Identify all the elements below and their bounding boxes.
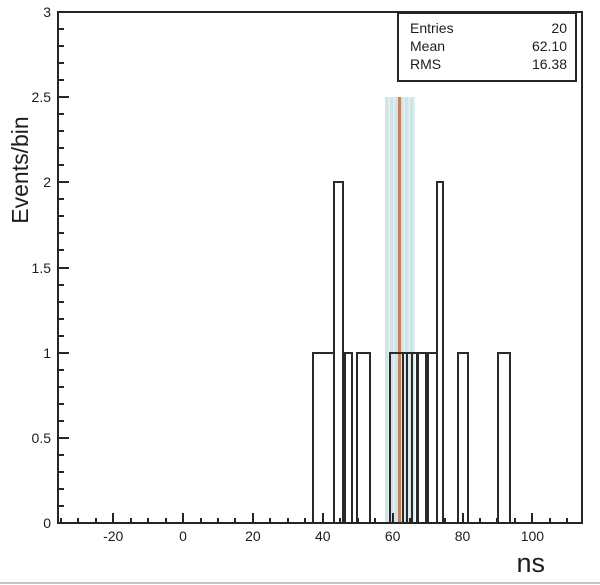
mean-line	[398, 97, 402, 523]
y-minor-tick	[58, 419, 64, 422]
x-minor-tick	[129, 518, 132, 523]
x-axis-title: ns	[516, 548, 545, 578]
y-minor-tick	[58, 198, 64, 201]
x-major-tick	[321, 513, 324, 523]
y-major-tick	[58, 351, 69, 354]
plot-frame	[57, 11, 583, 524]
y-minor-tick	[58, 232, 64, 235]
y-minor-tick	[58, 504, 64, 507]
x-major-tick	[531, 513, 534, 523]
histogram-bar	[333, 181, 345, 523]
y-tick-label: 3	[43, 4, 51, 20]
y-minor-tick	[58, 28, 64, 31]
y-minor-tick	[58, 470, 64, 473]
y-minor-tick	[58, 402, 64, 405]
x-minor-tick	[59, 518, 62, 523]
y-tick-label: 1	[43, 344, 51, 361]
x-minor-tick	[286, 518, 289, 523]
x-tick-label: 100	[520, 528, 545, 544]
x-tick-label: 80	[454, 528, 471, 544]
x-minor-tick	[269, 518, 272, 523]
y-major-tick	[58, 96, 69, 99]
y-minor-tick	[58, 249, 64, 252]
stat-label: Entries	[410, 20, 454, 36]
stat-value: 16.38	[531, 56, 567, 72]
x-minor-tick	[374, 518, 377, 523]
y-major-tick	[58, 436, 69, 439]
y-tick-label: 2.5	[31, 89, 51, 106]
x-tick-label: 40	[314, 528, 331, 544]
x-minor-tick	[77, 518, 80, 523]
x-minor-tick	[339, 518, 342, 523]
stats-box: Entries 20 Mean 62.10 RMS 16.38	[397, 12, 577, 82]
y-major-tick	[58, 181, 69, 184]
y-minor-tick	[58, 215, 64, 218]
y-minor-tick	[58, 79, 64, 82]
y-minor-tick	[58, 147, 64, 150]
x-minor-tick	[356, 518, 359, 523]
stat-label: Mean	[410, 38, 446, 54]
stat-label: RMS	[410, 56, 442, 72]
y-tick-label: 0	[43, 515, 51, 531]
y-tick-label: 2	[43, 174, 51, 191]
y-minor-tick	[58, 283, 64, 286]
x-minor-tick	[216, 518, 219, 523]
stats-row: Mean 62.10	[399, 37, 575, 55]
y-minor-tick	[58, 317, 64, 320]
x-major-tick	[461, 513, 464, 523]
y-major-tick	[58, 266, 69, 269]
y-tick-label: 1.5	[31, 259, 51, 276]
x-major-tick	[182, 513, 185, 523]
stats-row: Entries 20	[399, 19, 575, 37]
x-major-tick	[112, 513, 115, 523]
histogram-bar	[435, 181, 445, 523]
x-minor-tick	[478, 518, 481, 523]
x-tick-label: 0	[179, 528, 187, 544]
y-minor-tick	[58, 62, 64, 65]
histogram-bar	[355, 351, 371, 523]
histogram-bar	[456, 351, 470, 523]
stats-row: RMS 16.38	[399, 55, 575, 73]
y-minor-tick	[58, 487, 64, 490]
x-minor-tick	[164, 518, 167, 523]
stat-value: 20	[551, 20, 567, 36]
y-minor-tick	[58, 164, 64, 167]
x-minor-tick	[199, 518, 202, 523]
y-axis-title: Events/bin	[7, 116, 33, 224]
x-minor-tick	[94, 518, 97, 523]
x-minor-tick	[548, 518, 551, 523]
x-major-tick	[391, 513, 394, 523]
x-minor-tick	[234, 518, 237, 523]
y-tick-label: 0.5	[31, 429, 51, 446]
x-tick-label: -20	[103, 528, 124, 544]
y-minor-tick	[58, 385, 64, 388]
x-minor-tick	[409, 518, 412, 523]
histogram-bar	[497, 351, 512, 523]
histogram-bar	[410, 351, 419, 523]
x-minor-tick	[513, 518, 516, 523]
y-minor-tick	[58, 113, 64, 116]
stat-value: 62.10	[531, 38, 567, 54]
y-minor-tick	[58, 130, 64, 133]
x-minor-tick	[147, 518, 150, 523]
y-minor-tick	[58, 300, 64, 303]
histogram-bar	[417, 351, 428, 523]
y-minor-tick	[58, 368, 64, 371]
image-bottom-edge	[0, 582, 600, 584]
x-minor-tick	[444, 518, 447, 523]
x-minor-tick	[304, 518, 307, 523]
x-major-tick	[251, 513, 254, 523]
y-minor-tick	[58, 453, 64, 456]
histogram-bar	[343, 351, 354, 523]
x-tick-label: 20	[245, 528, 261, 544]
y-minor-tick	[58, 334, 64, 337]
x-minor-tick	[566, 518, 569, 523]
y-minor-tick	[58, 45, 64, 48]
x-tick-label: 60	[384, 528, 401, 544]
